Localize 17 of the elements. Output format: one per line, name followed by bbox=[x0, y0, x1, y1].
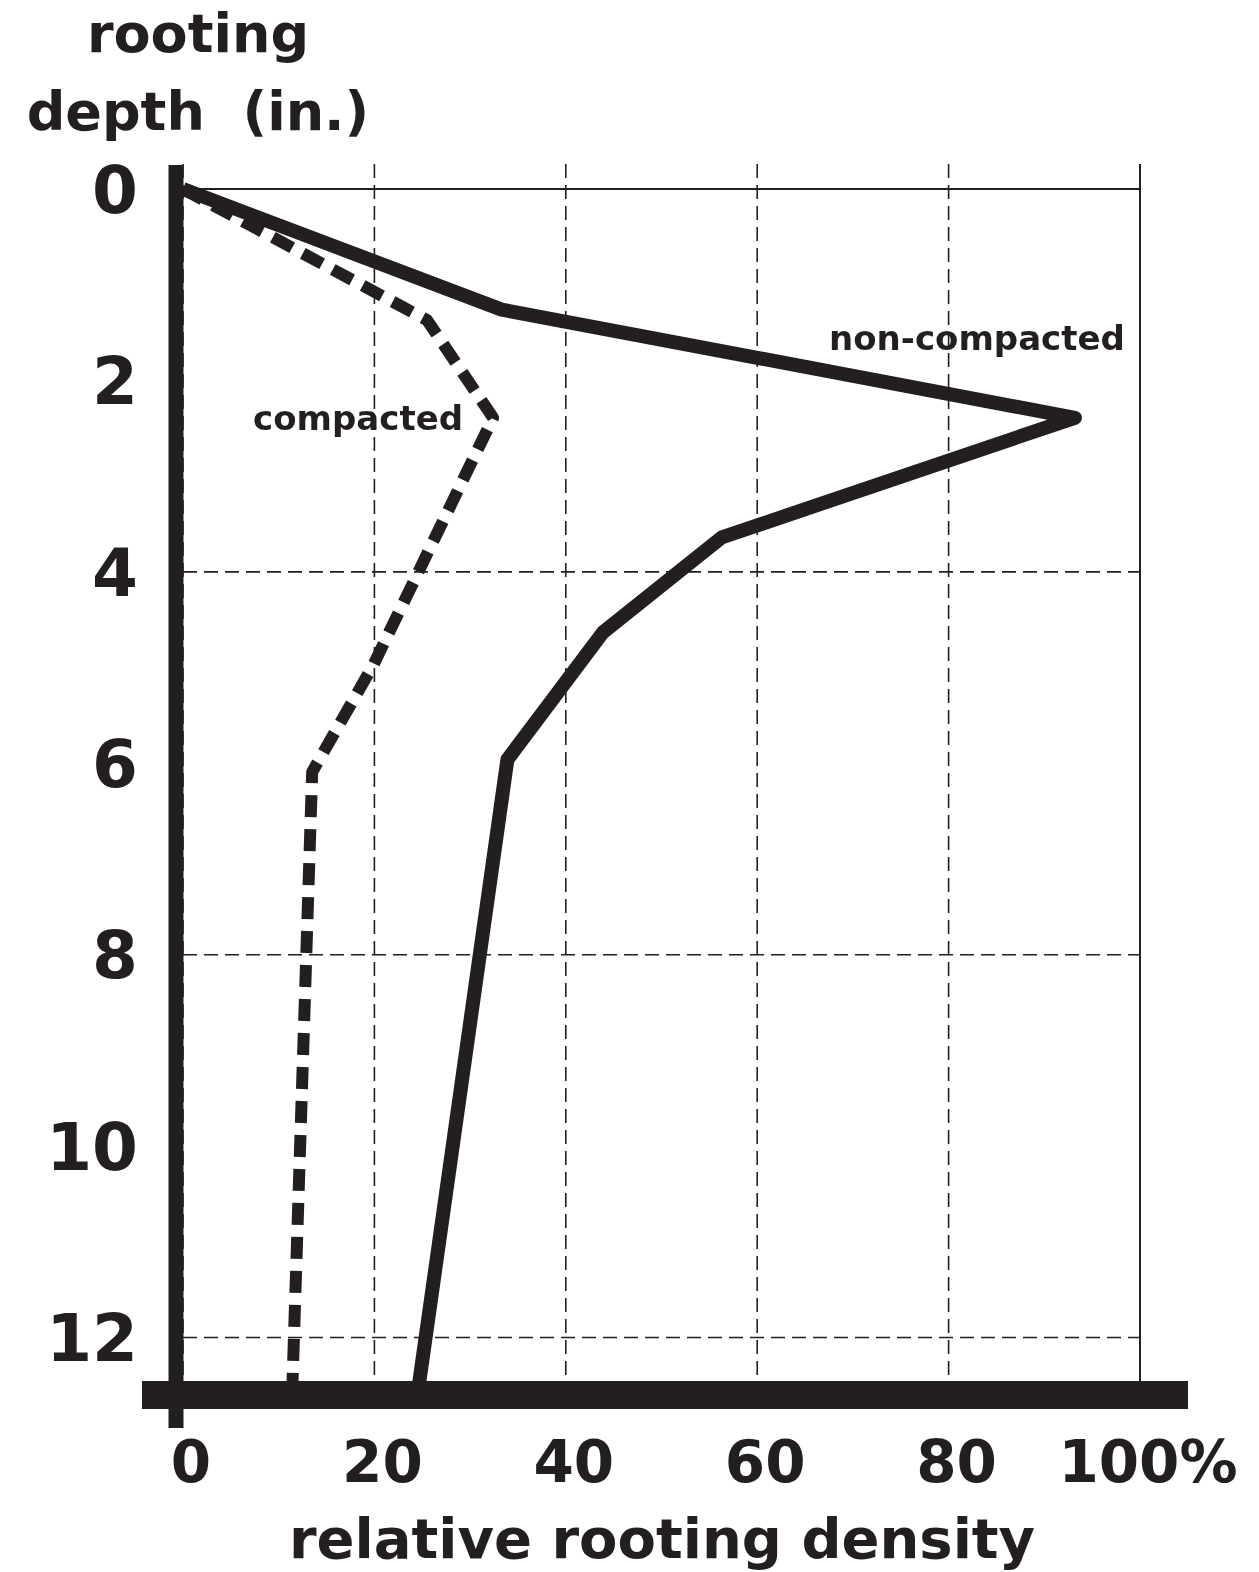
y-tick-label: 12 bbox=[46, 1300, 138, 1378]
x-tick-label: 60 bbox=[724, 1428, 806, 1496]
y-tick-label: 10 bbox=[46, 1108, 138, 1186]
y-tick-label: 6 bbox=[92, 726, 138, 804]
series-label: compacted bbox=[253, 397, 464, 438]
x-tick-label: 20 bbox=[342, 1428, 423, 1496]
x-tick-label: 80 bbox=[916, 1428, 997, 1496]
y-tick-label: 8 bbox=[92, 917, 138, 995]
x-tick-label: 100% bbox=[1058, 1428, 1238, 1496]
y-tick-label: 0 bbox=[92, 151, 138, 229]
y-axis-title: rooting depth (in.) bbox=[26, 2, 370, 143]
x-axis-title: relative rooting density bbox=[288, 1506, 1036, 1571]
y-tick-label: 4 bbox=[92, 534, 138, 612]
x-tick-label: 0 bbox=[170, 1428, 212, 1496]
y-tick-label: 2 bbox=[92, 343, 138, 421]
series-label: non-compacted bbox=[829, 317, 1125, 358]
x-tick-label: 40 bbox=[533, 1428, 615, 1496]
